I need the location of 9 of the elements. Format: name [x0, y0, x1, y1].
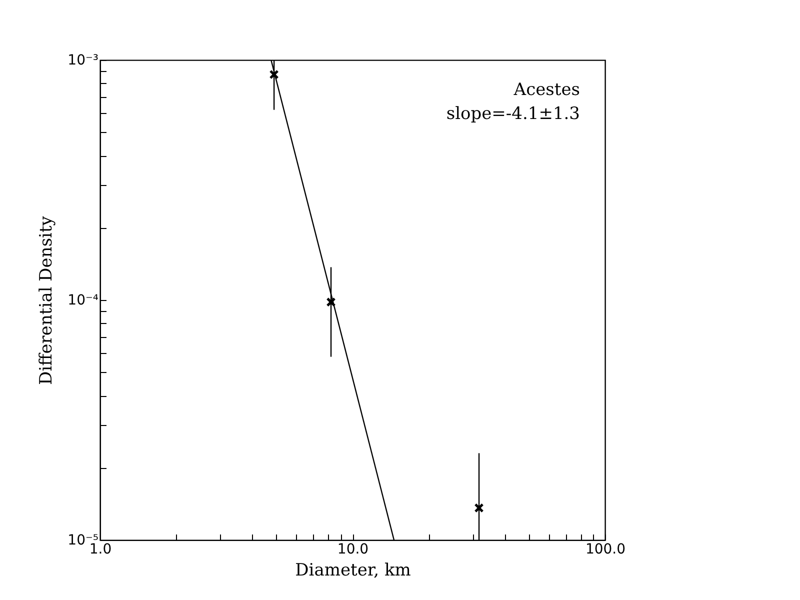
- y-tick-label: 10⁻³: [68, 52, 98, 68]
- annotation: Acestes: [512, 80, 580, 100]
- x-tick-label: 10.0: [337, 542, 369, 558]
- y-axis-title: Differential Density: [36, 216, 57, 385]
- y-tick-label: 10⁻⁴: [68, 292, 99, 308]
- annotation: slope=-4.1±1.3: [446, 104, 580, 124]
- x-axis-title: Diameter, km: [295, 560, 411, 580]
- x-tick-label: 100.0: [585, 542, 626, 558]
- x-tick-label: 1.0: [89, 542, 112, 558]
